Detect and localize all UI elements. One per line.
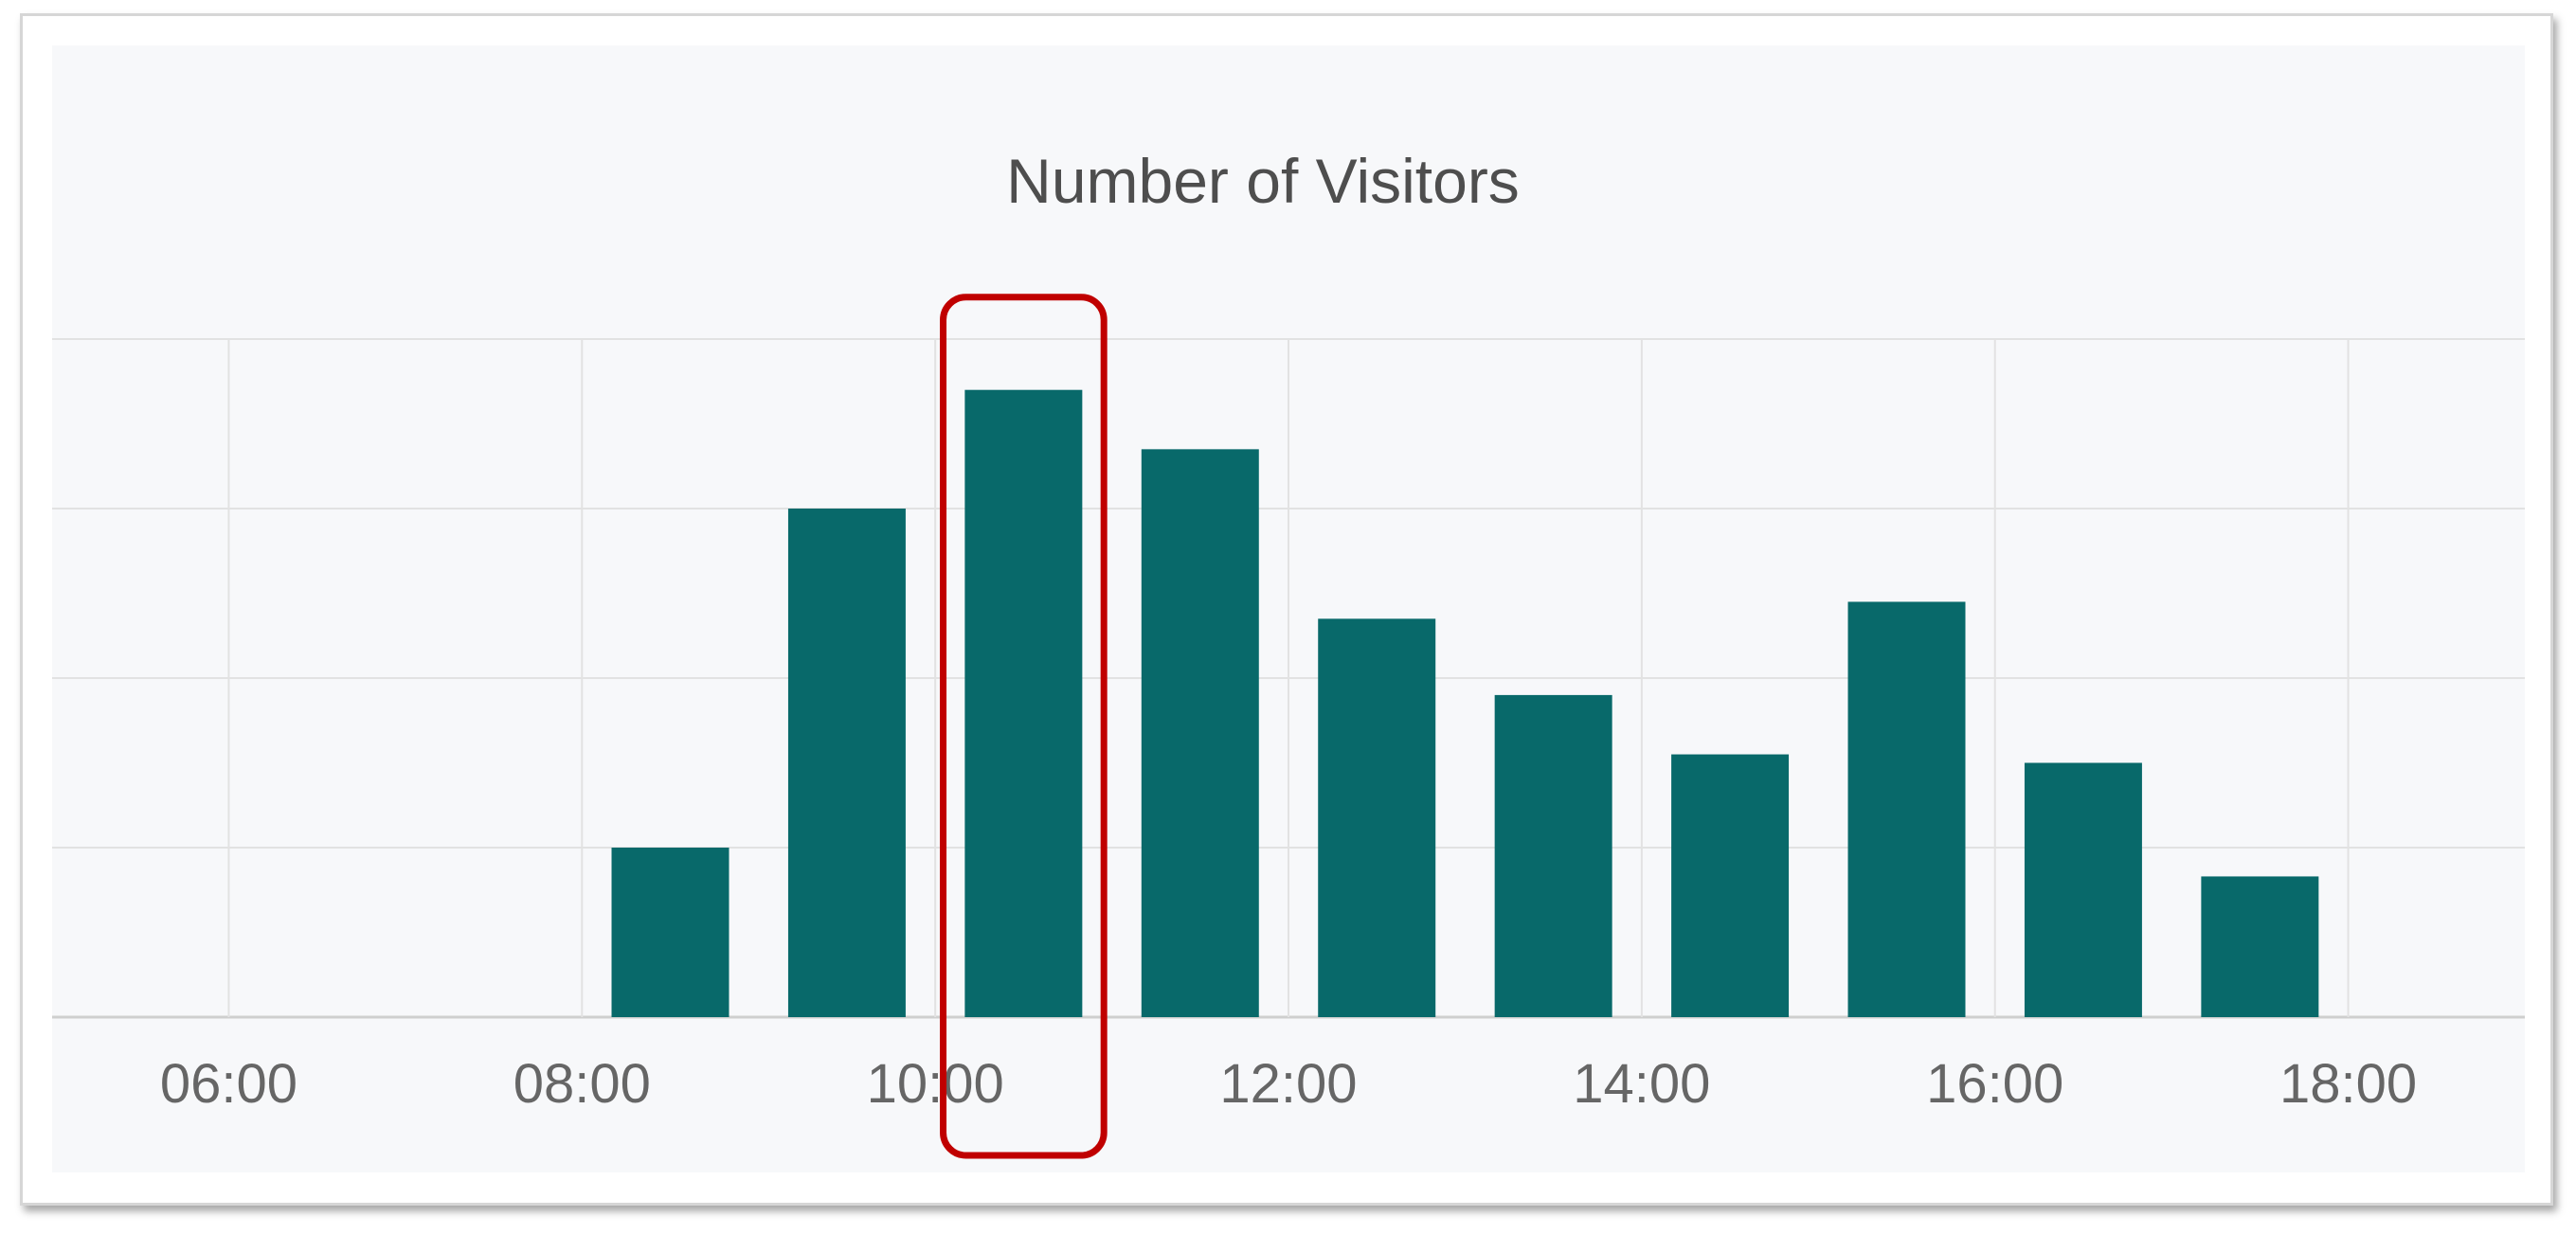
x-tick-label: 10:00 (867, 1053, 1004, 1115)
bar-1200 (1318, 618, 1436, 1017)
highlight-box (940, 294, 1108, 1159)
bars-layer (611, 389, 2319, 1018)
bar-1400 (1671, 754, 1790, 1017)
bar-0800 (611, 848, 730, 1017)
bar-1600 (2024, 762, 2142, 1017)
x-tick-label: 06:00 (160, 1053, 297, 1115)
highlight-layer (940, 294, 1108, 1159)
bar-1000 (964, 389, 1083, 1017)
x-tick-label: 12:00 (1219, 1053, 1357, 1115)
grid-layer (52, 338, 2525, 1019)
x-tick-labels: 06:00 08:00 10:00 12:00 14:00 16:00 18:00 (160, 1053, 2417, 1115)
x-tick-label: 08:00 (513, 1053, 651, 1115)
bar-1500 (1847, 601, 1966, 1017)
x-tick-label: 14:00 (1573, 1053, 1710, 1115)
bar-1700 (2201, 876, 2319, 1017)
bar-1100 (1141, 449, 1259, 1018)
x-tick-label: 16:00 (1926, 1053, 2063, 1115)
chart-title: Number of Visitors (1006, 146, 1520, 216)
x-tick-label: 18:00 (2279, 1053, 2417, 1115)
bar-1300 (1494, 694, 1612, 1017)
bar-0900 (787, 509, 906, 1017)
